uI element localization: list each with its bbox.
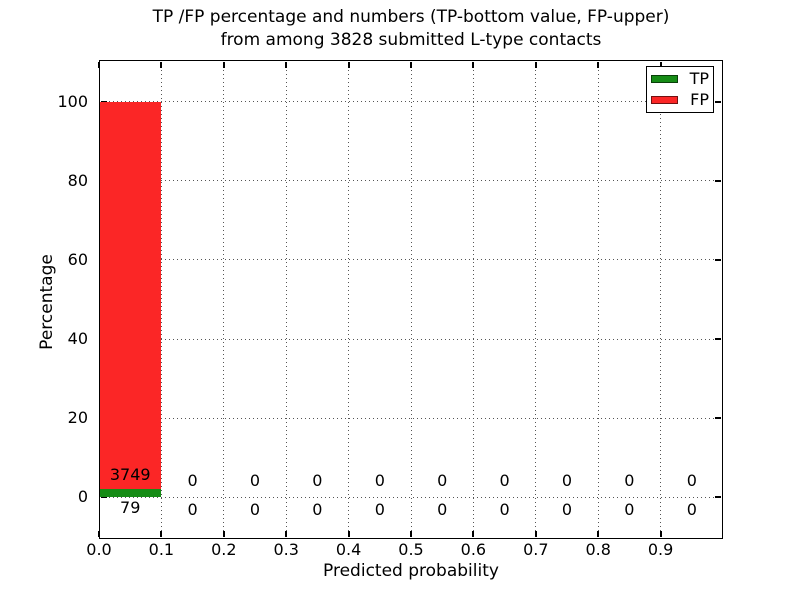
tp-count-label: 0 xyxy=(437,500,448,520)
tp-count-label: 0 xyxy=(561,500,573,520)
x-tick-mark xyxy=(222,531,225,537)
x-tick-mark-top xyxy=(222,62,225,68)
x-tick-label: 0.9 xyxy=(647,540,674,559)
y-tick-label: 40 xyxy=(67,329,88,349)
fp-count-label: 0 xyxy=(499,470,510,490)
tp-count-label: 0 xyxy=(374,500,385,520)
x-tick-mark-top xyxy=(160,62,163,68)
x-tick-mark xyxy=(659,531,662,537)
tp-count-label: 0 xyxy=(249,500,261,520)
gridline-vertical xyxy=(285,62,287,537)
x-tick-label: 0.2 xyxy=(211,540,237,559)
x-axis-label: Predicted probability xyxy=(323,561,499,581)
y-tick-label: 20 xyxy=(67,408,88,428)
y-tick-mark-right xyxy=(715,338,721,341)
x-tick-label: 0.0 xyxy=(86,540,112,559)
tp-legend-label: TP xyxy=(689,69,709,88)
y-tick-label: 0 xyxy=(77,487,88,507)
fp-count-label: 0 xyxy=(561,470,573,490)
chart-title: TP /FP percentage and numbers (TP-bottom… xyxy=(152,7,670,50)
legend-item-fp: FP xyxy=(651,91,709,109)
gridline-vertical xyxy=(472,62,474,537)
y-tick-label: 80 xyxy=(67,170,88,190)
x-tick-mark-top xyxy=(347,62,350,68)
x-tick-label: 0.4 xyxy=(335,540,362,559)
x-tick-mark xyxy=(410,531,412,537)
x-tick-mark xyxy=(160,531,163,537)
tp-count-label: 0 xyxy=(686,500,697,520)
gridline-vertical xyxy=(160,62,162,537)
gridline-vertical xyxy=(348,62,350,537)
fp-legend-swatch xyxy=(651,96,679,104)
fp-count-label: 0 xyxy=(437,470,448,490)
fp-count-label: 0 xyxy=(312,470,323,490)
gridline-vertical xyxy=(597,62,599,537)
tp-count-label: 0 xyxy=(499,500,510,520)
x-tick-label: 0.6 xyxy=(460,540,487,559)
x-tick-mark-top xyxy=(534,62,537,68)
x-tick-mark-top xyxy=(659,62,662,68)
tp-legend-swatch xyxy=(651,75,678,83)
x-tick-mark xyxy=(285,531,288,537)
x-tick-mark-top xyxy=(410,62,412,68)
gridline-vertical xyxy=(535,62,537,537)
y-tick-mark-right xyxy=(715,496,721,499)
x-tick-label: 0.8 xyxy=(585,540,611,559)
legend-item-tp: TP xyxy=(651,70,709,88)
y-tick-label: 100 xyxy=(57,91,88,111)
fp-count-label: 0 xyxy=(624,470,635,490)
y-tick-mark-right xyxy=(715,417,721,420)
fp-count-label: 0 xyxy=(686,470,697,490)
gridline-vertical xyxy=(660,62,662,537)
y-tick-mark-right xyxy=(715,100,721,103)
y-tick-mark-right xyxy=(715,258,721,261)
legend: TP FP xyxy=(646,66,714,113)
x-tick-mark xyxy=(597,531,600,537)
tp-count-label: 0 xyxy=(312,500,323,520)
tp-count-label: 79 xyxy=(120,497,141,517)
tp-count-label: 0 xyxy=(624,500,635,520)
y-tick-mark xyxy=(101,496,107,499)
plot-border xyxy=(99,60,723,539)
x-tick-mark-top xyxy=(597,62,600,68)
x-tick-mark-top xyxy=(472,62,475,68)
x-tick-label: 0.7 xyxy=(523,540,549,559)
bar-segment-tp xyxy=(99,489,162,498)
fp-count-label: 0 xyxy=(249,470,261,490)
x-tick-label: 0.5 xyxy=(398,540,424,559)
x-tick-label: 0.1 xyxy=(148,540,175,559)
y-tick-mark-right xyxy=(715,179,721,182)
fp-count-label: 0 xyxy=(187,470,198,490)
tp-count-label: 0 xyxy=(187,500,198,520)
fp-count-label: 3749 xyxy=(109,464,151,484)
gridline-vertical xyxy=(223,62,225,537)
fp-legend-label: FP xyxy=(690,90,709,109)
fp-count-label: 0 xyxy=(374,470,385,490)
x-tick-mark xyxy=(347,531,350,537)
x-tick-label: 0.3 xyxy=(273,540,299,559)
bar-segment-fp xyxy=(99,101,162,490)
y-tick-label: 60 xyxy=(67,249,88,269)
x-tick-mark xyxy=(534,531,537,537)
x-tick-mark xyxy=(472,531,475,537)
x-tick-mark-top xyxy=(285,62,288,68)
gridline-vertical xyxy=(410,62,412,537)
